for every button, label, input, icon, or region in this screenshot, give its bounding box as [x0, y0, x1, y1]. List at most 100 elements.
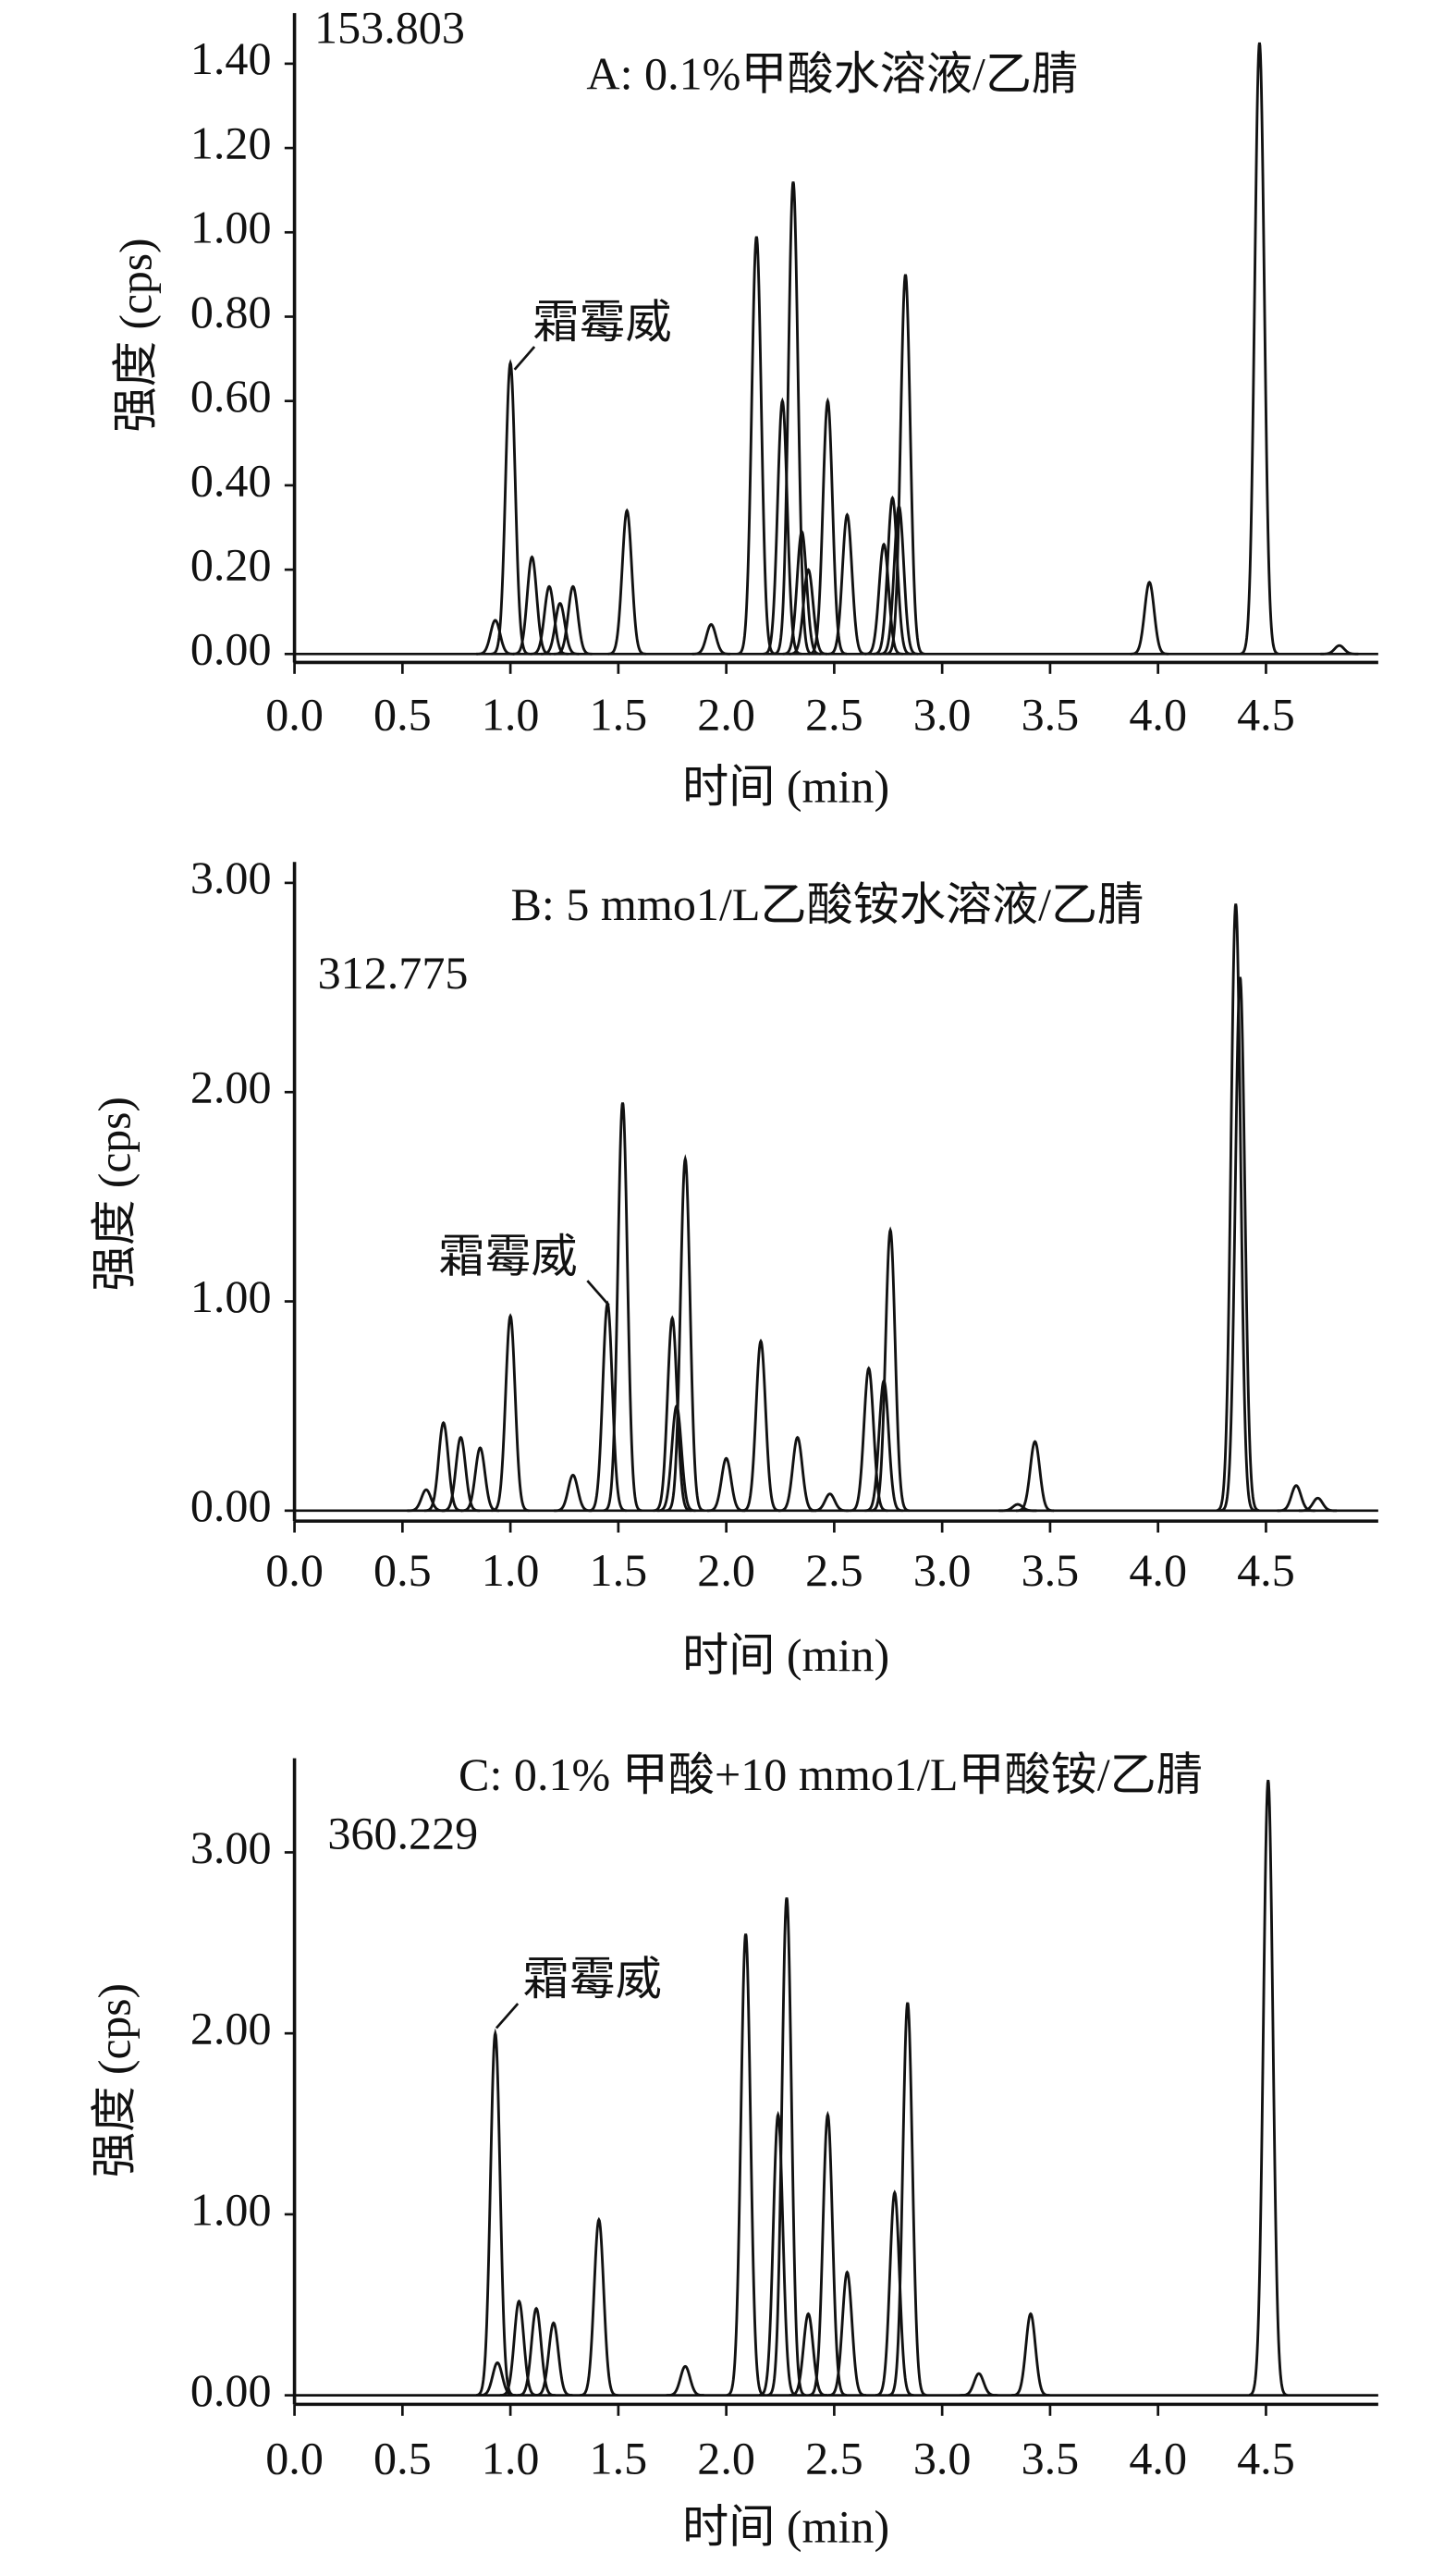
peak: [666, 1154, 704, 1513]
peak: [476, 619, 515, 656]
peak: [741, 1338, 780, 1513]
peak: [873, 495, 912, 656]
peak: [758, 2110, 798, 2397]
peak: [871, 1226, 910, 1513]
peak: [1320, 644, 1359, 656]
peak: [441, 1435, 480, 1513]
peak: [666, 2364, 704, 2397]
peak-label: 霜霉威: [438, 1232, 577, 1282]
leader-line: [513, 346, 536, 371]
annotation: 153.803: [314, 3, 465, 54]
peak: [424, 1420, 463, 1513]
peak: [864, 542, 903, 656]
y-tick-label: 1.20: [190, 118, 272, 169]
x-tick-label: 1.5: [590, 1545, 648, 1596]
peak: [789, 568, 827, 656]
peak: [607, 508, 646, 656]
x-tick-label: 4.5: [1237, 1545, 1295, 1596]
peak: [541, 602, 580, 656]
peak: [888, 2002, 927, 2397]
peak: [726, 1933, 765, 2397]
y-tick-label: 0.60: [190, 371, 272, 422]
peak: [1015, 1440, 1055, 1513]
peak: [827, 512, 867, 656]
x-tick-label: 0.5: [373, 2434, 432, 2484]
peak: [1298, 1496, 1338, 1513]
peak: [1011, 2312, 1050, 2397]
peak: [808, 397, 848, 656]
x-tick-label: 2.0: [697, 2434, 755, 2484]
peak: [960, 2372, 998, 2397]
y-tick-label: 3.00: [190, 1822, 272, 1873]
peak: [850, 1366, 888, 1513]
peak-label: 霜霉威: [532, 297, 671, 348]
peak: [1240, 42, 1279, 656]
peak: [512, 555, 552, 656]
y-tick-label: 0.20: [190, 540, 272, 591]
peak: [707, 1456, 746, 1513]
peak: [554, 1473, 593, 1513]
peak: [1220, 976, 1260, 1513]
x-tick-label: 4.0: [1129, 690, 1187, 741]
peak: [737, 236, 777, 656]
y-tick-label: 1.40: [190, 34, 272, 85]
x-tick-label: 1.0: [482, 690, 540, 741]
x-axis-label: 时间 (min): [682, 1630, 889, 1681]
peak: [1248, 1779, 1288, 2397]
leader-line: [586, 1280, 610, 1306]
panel-title: B: 5 mmo1/L乙酸铵水溶液/乙腈: [511, 879, 1144, 930]
y-tick-label: 0.00: [190, 2365, 272, 2416]
peak: [1130, 581, 1168, 656]
x-tick-label: 4.0: [1129, 2434, 1187, 2484]
x-tick-label: 2.0: [697, 690, 755, 741]
peak: [407, 1488, 446, 1513]
x-tick-label: 0.0: [265, 690, 324, 741]
peak: [778, 1435, 817, 1513]
peak: [763, 397, 801, 656]
y-tick-label: 3.00: [190, 853, 272, 904]
x-tick-label: 4.0: [1129, 1545, 1187, 1596]
x-tick-label: 4.5: [1237, 2434, 1295, 2484]
x-tick-label: 0.5: [373, 690, 432, 741]
y-tick-label: 2.00: [190, 1062, 272, 1113]
x-tick-label: 2.5: [805, 2434, 863, 2484]
y-tick-label: 0.00: [190, 1480, 272, 1531]
x-tick-label: 3.5: [1022, 1545, 1080, 1596]
x-tick-label: 0.0: [265, 1545, 324, 1596]
peak: [875, 2189, 914, 2397]
x-tick-label: 2.0: [697, 1545, 755, 1596]
peak: [580, 2216, 618, 2397]
x-axis-label: 时间 (min): [682, 762, 889, 813]
x-tick-label: 3.0: [913, 2434, 972, 2484]
peak: [998, 1502, 1037, 1513]
x-tick-label: 1.5: [590, 2434, 648, 2484]
peak: [491, 1313, 530, 1513]
x-tick-label: 0.0: [265, 2434, 324, 2484]
x-axis-label: 时间 (min): [682, 2502, 889, 2553]
x-tick-label: 4.5: [1237, 690, 1295, 741]
x-tick-label: 3.0: [913, 1545, 972, 1596]
peak-label: 霜霉威: [523, 1954, 662, 2005]
x-tick-label: 2.5: [805, 690, 863, 741]
x-tick-label: 1.0: [482, 1545, 540, 1596]
peak: [808, 2110, 848, 2397]
peak: [491, 359, 530, 656]
x-tick-label: 3.0: [913, 690, 972, 741]
peak: [476, 2028, 515, 2397]
panel-title: C: 0.1% 甲酸+10 mmo1/L甲酸铵/乙腈: [459, 1749, 1203, 1800]
x-tick-label: 1.5: [590, 690, 648, 741]
peak: [691, 622, 730, 656]
annotation: 360.229: [327, 1809, 478, 1859]
y-tick-label: 0.40: [190, 456, 272, 507]
y-tick-label: 0.00: [190, 624, 272, 675]
y-axis-label: 强度 (cps): [89, 1097, 140, 1291]
y-tick-label: 2.00: [190, 2004, 272, 2054]
peak: [774, 181, 813, 656]
peak: [460, 1446, 500, 1513]
peak: [1216, 903, 1255, 1513]
y-tick-label: 1.00: [190, 1271, 272, 1322]
x-tick-label: 3.5: [1022, 690, 1080, 741]
y-axis-label: 强度 (cps): [89, 1983, 140, 2177]
